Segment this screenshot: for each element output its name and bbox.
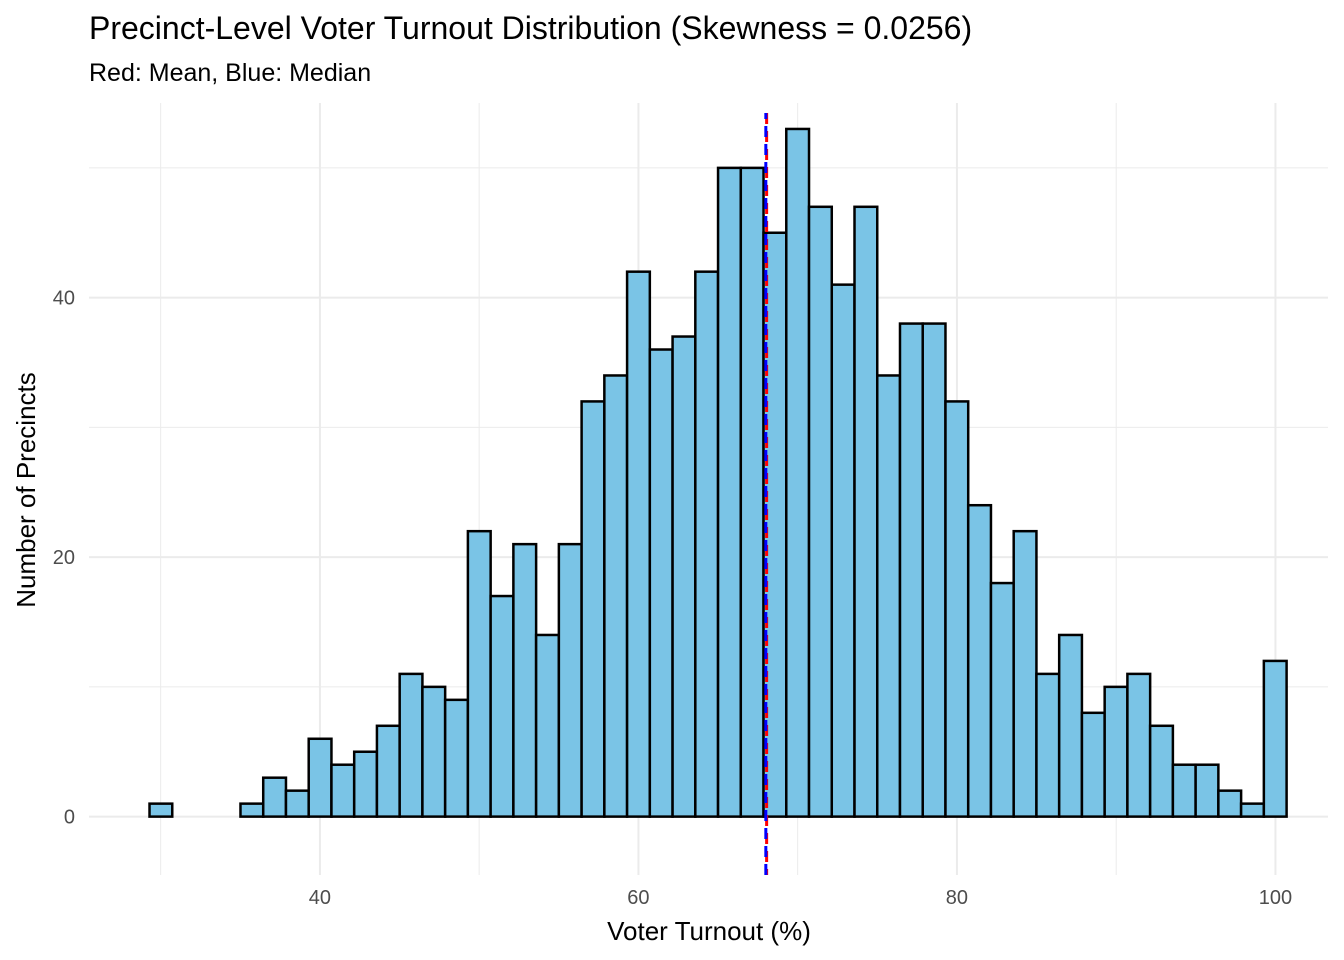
histogram-bar [1103,685,1129,818]
histogram-bar [921,322,947,818]
axis-ticks: 40 60 80 100 0 20 40 [53,288,1292,909]
histogram-bar [989,581,1015,818]
histogram-bar [1057,633,1084,818]
chart-subtitle: Red: Mean, Blue: Median [89,59,372,87]
histogram-bar [944,400,970,818]
histogram-bar [603,374,629,818]
histogram-bar [1148,724,1175,818]
histogram-bar [421,685,447,818]
histogram-bar [307,737,333,818]
histogram-bar [648,348,674,818]
x-tick-label: 60 [627,887,649,909]
histogram-bar [261,776,288,818]
y-tick-label: 40 [53,288,75,310]
y-tick-label: 20 [53,547,75,569]
histogram-bar [239,802,265,818]
histogram-bar [1012,529,1038,818]
reference-lines [764,113,769,875]
histogram-bar [489,594,515,818]
histogram-bar [694,270,720,818]
y-tick-label: 0 [64,807,75,829]
histogram-bar [284,789,310,818]
histogram-bar [1080,711,1106,818]
histogram-bar [148,802,174,818]
histogram-bars [148,127,1288,818]
histogram-bar [716,166,743,818]
x-tick-label: 80 [946,887,968,909]
histogram-bar [1194,763,1220,818]
histogram-bar [375,724,401,818]
histogram-bar [1239,802,1266,818]
histogram-bar [1126,672,1152,818]
histogram-bar [1262,659,1288,818]
histogram-bar [898,322,924,818]
histogram-bar [352,750,379,818]
histogram-bar [1217,789,1243,818]
x-tick-label: 100 [1259,887,1292,909]
histogram-bar [966,503,993,818]
histogram-bar [1171,763,1197,818]
histogram-bar [785,127,811,818]
histogram-bar [739,166,765,818]
histogram-bar [466,529,492,818]
histogram-bar [807,205,834,818]
histogram-bar [512,542,538,818]
chart-title: Precinct-Level Voter Turnout Distributio… [89,10,973,46]
histogram-bar [1035,672,1061,818]
x-axis-title: Voter Turnout (%) [607,916,811,946]
histogram-bar [557,542,583,818]
histogram-bar [580,400,606,818]
histogram-bar [443,698,470,818]
x-tick-label: 40 [309,887,331,909]
histogram-bar [853,205,879,818]
histogram-bar [534,633,561,818]
histogram-bar [830,283,856,818]
histogram-bar [398,672,424,818]
histogram-bar [330,763,356,818]
histogram-bar [625,270,652,818]
y-axis-title: Number of Precincts [11,372,41,608]
histogram-bar [671,335,697,818]
histogram-bar [875,374,902,818]
